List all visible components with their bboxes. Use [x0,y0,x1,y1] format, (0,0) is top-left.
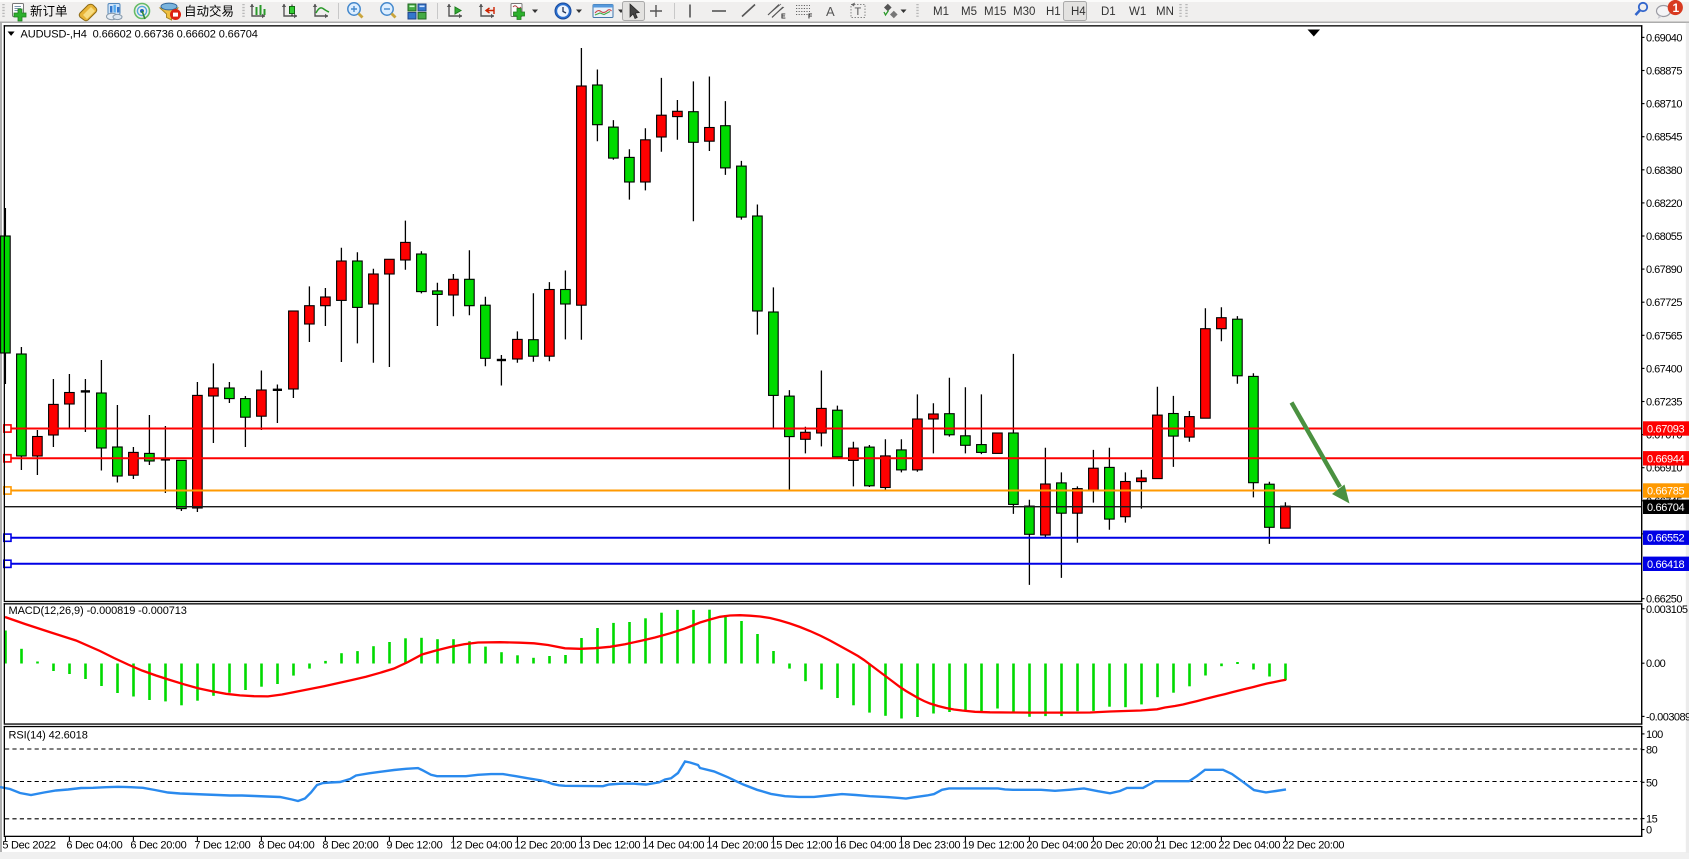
svg-text:20 Dec 04:00: 20 Dec 04:00 [1026,840,1088,852]
svg-text:13 Dec 12:00: 13 Dec 12:00 [578,840,640,852]
svg-text:H4: H4 [1071,6,1086,18]
svg-text:80: 80 [1646,745,1658,757]
svg-text:21 Dec 12:00: 21 Dec 12:00 [1154,840,1216,852]
svg-text:1: 1 [1673,1,1680,15]
svg-text:18 Dec 23:00: 18 Dec 23:00 [898,840,960,852]
svg-text:14 Dec 04:00: 14 Dec 04:00 [642,840,704,852]
svg-text:0.66250: 0.66250 [1646,594,1682,606]
svg-text:RSI(14) 42.6018: RSI(14) 42.6018 [9,730,88,742]
svg-text:0.67400: 0.67400 [1646,363,1682,375]
svg-text:6 Dec 20:00: 6 Dec 20:00 [130,840,186,852]
svg-text:19 Dec 12:00: 19 Dec 12:00 [962,840,1024,852]
svg-text:6 Dec 04:00: 6 Dec 04:00 [66,840,122,852]
svg-text:0.66944: 0.66944 [1647,453,1685,465]
svg-text:MN: MN [1156,6,1174,18]
svg-text:T: T [855,6,862,18]
svg-text:E: E [781,14,786,21]
svg-text:0.66910: 0.66910 [1646,463,1682,475]
svg-text:H1: H1 [1046,6,1061,18]
svg-text:0.67235: 0.67235 [1646,397,1682,409]
svg-text:自动交易: 自动交易 [184,4,234,19]
svg-text:0.68710: 0.68710 [1646,99,1682,111]
svg-text:8 Dec 04:00: 8 Dec 04:00 [258,840,314,852]
svg-text:AUDUSD-,H4 0.66602 0.66736 0.: AUDUSD-,H4 0.66602 0.66736 0.66602 0.667… [21,29,258,41]
svg-text:0.66704: 0.66704 [1647,502,1685,514]
svg-text:12 Dec 04:00: 12 Dec 04:00 [450,840,512,852]
svg-text:7 Dec 12:00: 7 Dec 12:00 [194,840,250,852]
svg-text:M5: M5 [961,6,977,18]
svg-text:22 Dec 04:00: 22 Dec 04:00 [1218,840,1280,852]
svg-text:0.00: 0.00 [1646,658,1666,670]
svg-text:22 Dec 20:00: 22 Dec 20:00 [1282,840,1344,852]
svg-text:0: 0 [1646,825,1652,837]
svg-text:-0.003089: -0.003089 [1646,711,1689,723]
svg-text:16 Dec 04:00: 16 Dec 04:00 [834,840,896,852]
svg-text:0.68875: 0.68875 [1646,66,1682,78]
svg-text:0.67565: 0.67565 [1646,330,1682,342]
svg-text:9 Dec 12:00: 9 Dec 12:00 [386,840,442,852]
svg-text:0.66418: 0.66418 [1647,559,1685,571]
svg-text:0.68545: 0.68545 [1646,132,1682,144]
svg-text:100: 100 [1646,729,1663,741]
svg-text:F: F [808,14,813,21]
svg-text:12 Dec 20:00: 12 Dec 20:00 [514,840,576,852]
svg-text:0.67725: 0.67725 [1646,297,1682,309]
svg-text:0.66785: 0.66785 [1647,486,1685,498]
svg-text:5 Dec 2022: 5 Dec 2022 [2,840,55,852]
svg-text:15: 15 [1646,814,1658,826]
svg-text:D1: D1 [1101,6,1116,18]
svg-text:0.68220: 0.68220 [1646,198,1682,210]
svg-text:8 Dec 20:00: 8 Dec 20:00 [322,840,378,852]
svg-text:14 Dec 20:00: 14 Dec 20:00 [706,840,768,852]
svg-text:0.003105: 0.003105 [1646,604,1688,616]
svg-text:M30: M30 [1013,6,1035,18]
svg-text:15 Dec 12:00: 15 Dec 12:00 [770,840,832,852]
svg-text:50: 50 [1646,777,1658,789]
svg-text:M15: M15 [984,6,1006,18]
svg-text:MACD(12,26,9) -0.000819 -0.000: MACD(12,26,9) -0.000819 -0.000713 [9,605,187,617]
svg-text:0.69040: 0.69040 [1646,32,1682,44]
svg-text:0.67890: 0.67890 [1646,264,1682,276]
svg-text:A: A [826,4,835,19]
svg-text:0.66552: 0.66552 [1647,533,1685,545]
svg-text:W1: W1 [1129,6,1146,18]
svg-text:新订单: 新订单 [30,4,68,19]
svg-text:0.67093: 0.67093 [1647,424,1685,436]
svg-text:20 Dec 20:00: 20 Dec 20:00 [1090,840,1152,852]
svg-text:M1: M1 [933,6,949,18]
svg-text:0.68055: 0.68055 [1646,231,1682,243]
svg-text:0.68380: 0.68380 [1646,165,1682,177]
